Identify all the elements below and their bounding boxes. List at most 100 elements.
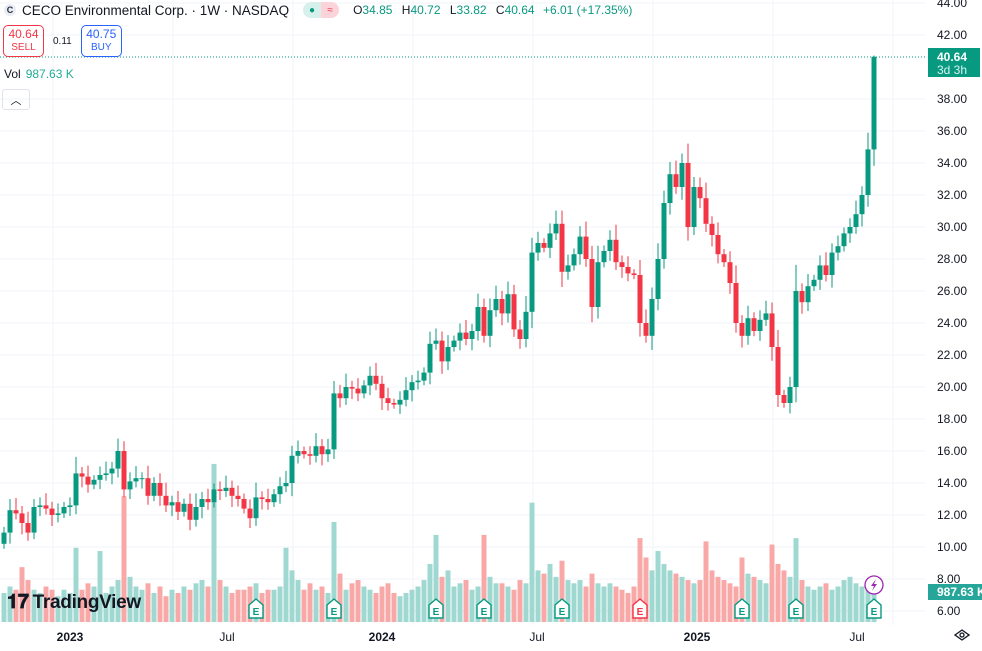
- candle-body: [169, 502, 175, 506]
- change-value: +6.01 (+17.35%): [542, 3, 633, 17]
- collapse-button[interactable]: ︿: [2, 89, 30, 110]
- close-value: 40.64: [504, 3, 535, 17]
- volume-bar: [415, 586, 421, 622]
- candle-body: [685, 163, 691, 227]
- volume-bar: [817, 586, 823, 622]
- candle-body: [619, 262, 625, 267]
- candle-body: [187, 503, 193, 520]
- candle-body: [163, 495, 169, 506]
- candle-body: [253, 497, 259, 519]
- volume-bar: [355, 580, 361, 622]
- volume-bar: [241, 589, 247, 622]
- low-value: 33.82: [456, 3, 487, 17]
- candle-body: [721, 254, 727, 263]
- candle-body: [373, 375, 379, 384]
- candle-body: [43, 505, 49, 509]
- volume-bar: [271, 589, 277, 622]
- volume-legend: Vol 987.63 K: [4, 67, 74, 81]
- volume-bar: [145, 583, 151, 622]
- candle-body: [379, 383, 385, 399]
- volume-bar: [463, 580, 469, 622]
- volume-bar: [709, 570, 715, 622]
- sell-button[interactable]: 40.64 SELL: [3, 25, 44, 57]
- candle-body: [391, 403, 397, 405]
- volume-bar: [295, 580, 301, 622]
- symbol-title[interactable]: CECO Environmental Corp. · 1W · NASDAQ: [22, 2, 290, 18]
- volume-bar: [91, 586, 97, 622]
- spread: 0.11: [53, 35, 72, 47]
- time-axis[interactable]: 2023 Jul 2024 Jul 2025 Jul: [57, 630, 865, 644]
- candle-body: [289, 455, 295, 483]
- volume-bar: [133, 586, 139, 622]
- volume-bar: [223, 586, 229, 622]
- candle-body: [127, 481, 133, 490]
- candle-body: [145, 478, 151, 496]
- volume-bar: [661, 563, 667, 622]
- volume-bar: [823, 583, 829, 622]
- price-tick: 10.00: [937, 540, 967, 554]
- volume-bar: [127, 576, 133, 622]
- candle-body: [631, 273, 637, 275]
- volume-bar: [493, 583, 499, 622]
- svg-text:987.63 K: 987.63 K: [937, 585, 982, 599]
- candle-body: [211, 489, 217, 503]
- price-tick: 16.00: [937, 444, 967, 458]
- tradingview-logo[interactable]: 𝟏𝟕 TradingView: [7, 591, 141, 614]
- candle-body: [829, 252, 835, 275]
- candle-body: [223, 487, 229, 491]
- candle-body: [787, 387, 793, 403]
- earnings-letter: E: [331, 607, 338, 618]
- candle-body: [625, 267, 631, 274]
- candle-body: [37, 505, 43, 507]
- candle-body: [649, 299, 655, 336]
- volume-bar: [61, 589, 67, 622]
- volume-bar: [481, 534, 487, 622]
- candles: [1, 55, 877, 549]
- status-pill[interactable]: ● ≈: [303, 2, 340, 18]
- current-price-label: 40.64 3d 3h: [928, 48, 980, 77]
- earnings-icon: [476, 598, 492, 619]
- ohlc-values: O34.85 H40.72 L33.82 C40.64 +6.01 (+17.3…: [353, 3, 632, 17]
- candle-body: [547, 233, 553, 248]
- volume-bar: [391, 592, 397, 622]
- volume-bar: [211, 463, 217, 622]
- volume-bar: [457, 583, 463, 622]
- volume-bar: [115, 580, 121, 622]
- volume-bar: [25, 580, 31, 622]
- volume-bar: [421, 580, 427, 622]
- volume-bar: [559, 560, 565, 622]
- eye-icon[interactable]: [954, 629, 970, 641]
- sell-label: SELL: [11, 42, 36, 53]
- high-value: 40.72: [410, 3, 441, 17]
- volume-bar: [781, 570, 787, 622]
- candle-body: [481, 307, 487, 336]
- buy-button[interactable]: 40.75 BUY: [80, 25, 122, 57]
- candle-body: [451, 340, 457, 347]
- volume-bar: [745, 573, 751, 622]
- candle-body: [745, 318, 751, 336]
- volume-bar: [427, 563, 433, 622]
- candle-body: [85, 476, 91, 485]
- candle-body: [67, 505, 73, 507]
- lightning-icon[interactable]: [864, 575, 884, 595]
- earnings-letter: E: [433, 607, 440, 618]
- volume-bar: [793, 538, 799, 622]
- price-axis[interactable]: 44.00 42.00 38.00 36.00 34.00 32.00 30.00 28.00…: [937, 0, 967, 618]
- earnings-letter: E: [559, 607, 566, 618]
- earnings-icon: [554, 598, 570, 619]
- candle-body: [583, 236, 589, 259]
- volume-bar: [37, 592, 43, 622]
- candle-body: [751, 318, 757, 331]
- time-tick: 2024: [369, 630, 396, 644]
- candle-body: [265, 499, 271, 503]
- price-tick: 8.00: [937, 572, 961, 586]
- candle-body: [847, 227, 853, 234]
- candle-body: [463, 332, 469, 339]
- candle-body: [91, 479, 97, 485]
- price-tick: 32.00: [937, 188, 967, 202]
- volume-bar: [319, 586, 325, 622]
- candle-body: [349, 387, 355, 389]
- candle-body: [433, 340, 439, 344]
- candle-body: [103, 473, 109, 475]
